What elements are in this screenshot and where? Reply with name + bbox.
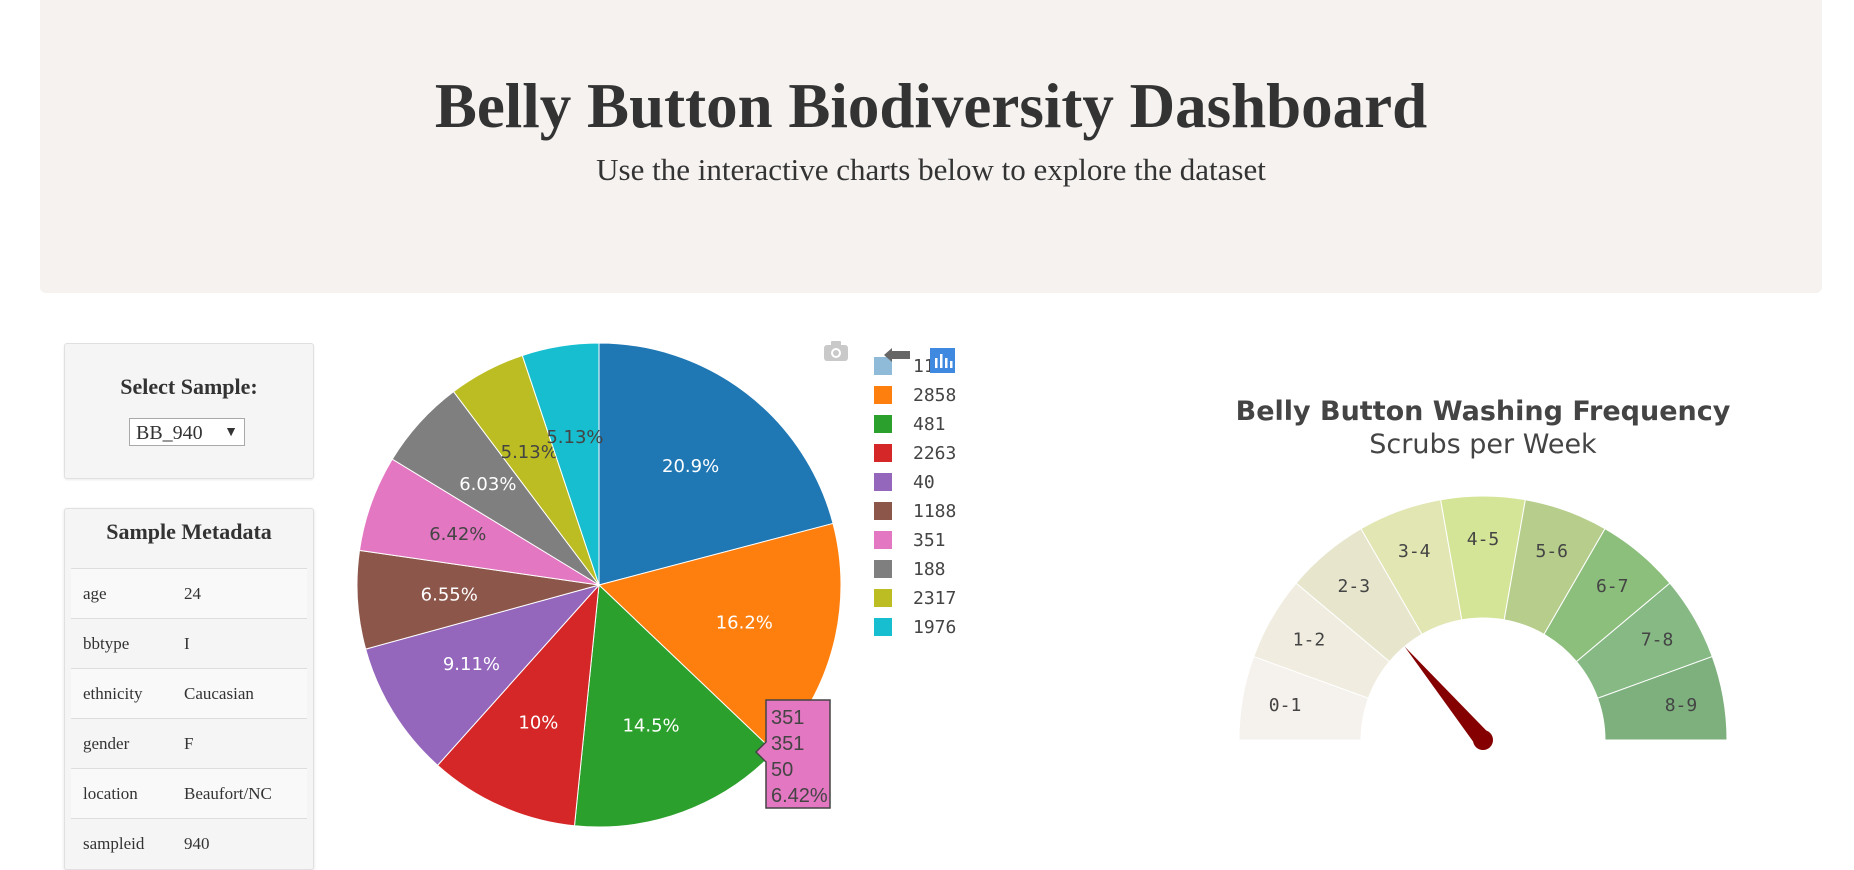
select-sample-label: Select Sample: (120, 374, 258, 399)
plotly-logo-icon[interactable] (930, 348, 955, 373)
legend-label[interactable]: 40 (913, 472, 935, 493)
gauge-label: 6-7 (1596, 576, 1629, 597)
gauge-label: 2-3 (1338, 576, 1371, 597)
legend-swatch[interactable] (874, 589, 892, 607)
gauge-label: 4-5 (1467, 529, 1500, 550)
sample-selector-panel: Select Sample: BB_940 ▼ (64, 343, 314, 479)
legend-swatch[interactable] (874, 560, 892, 578)
page-subtitle: Use the interactive charts below to expl… (596, 152, 1266, 187)
metadata-value: 940 (184, 834, 210, 853)
tooltip-line: 6.42% (771, 785, 828, 807)
legend-swatch[interactable] (874, 444, 892, 462)
gauge-needle (1404, 646, 1490, 746)
legend-label[interactable]: 2317 (913, 588, 956, 609)
metadata-key: bbtype (83, 634, 130, 653)
pie-chart[interactable]: 20.9% 16.2% 14.5% 10% 9.11% 6.55% 6.42% 6.03% 5.… (356, 342, 842, 828)
metadata-row: location Beaufort/NC (71, 768, 307, 819)
metadata-title: Sample Metadata (106, 519, 272, 544)
legend-swatch[interactable] (874, 357, 892, 375)
pie-slice-label: 6.03% (459, 474, 516, 495)
metadata-key: location (83, 784, 138, 803)
legend-swatch[interactable] (874, 386, 892, 404)
gauge-label: 7-8 (1641, 630, 1674, 651)
legend-label[interactable]: 481 (913, 414, 946, 435)
tooltip-line: 351 (771, 707, 804, 729)
gauge-label: 8-9 (1665, 695, 1698, 716)
legend-label[interactable]: 2263 (913, 443, 956, 464)
pie-hover-tooltip: 351 351 50 6.42% (754, 699, 831, 809)
pie-slice-label: 16.2% (716, 612, 773, 633)
pie-slice-40[interactable] (365, 584, 601, 767)
gauge-label: 5-6 (1535, 541, 1568, 562)
legend-label[interactable]: 11 (913, 356, 935, 377)
metadata-value: 24 (184, 584, 201, 603)
sample-select-value: BB_940 (136, 422, 203, 444)
gauge-segment-8-9 (1596, 655, 1728, 741)
legend-swatch[interactable] (874, 502, 892, 520)
pie-slice-1167[interactable] (598, 342, 834, 586)
gauge-label: 1-2 (1293, 630, 1326, 651)
pan-icon[interactable] (884, 348, 910, 362)
legend-label[interactable]: 1188 (913, 501, 956, 522)
pie-slice-label: 10% (518, 712, 558, 733)
sample-select[interactable]: BB_940 ▼ (129, 418, 245, 446)
metadata-key: gender (83, 734, 130, 753)
legend-label[interactable]: 351 (913, 530, 946, 551)
gauge-label: 0-1 (1269, 695, 1302, 716)
metadata-row: gender F (71, 718, 307, 769)
metadata-key: sampleid (83, 834, 145, 853)
pie-slice-label: 9.11% (443, 654, 500, 675)
metadata-key: ethnicity (83, 684, 143, 703)
tooltip-line: 50 (771, 759, 793, 781)
legend-label[interactable]: 2858 (913, 385, 956, 406)
gauge-label: 3-4 (1398, 541, 1431, 562)
metadata-value: Caucasian (184, 684, 254, 703)
tooltip-line: 351 (771, 733, 804, 755)
gauge-title: Belly Button Washing Frequency (1236, 396, 1731, 427)
page-title: Belly Button Biodiversity Dashboard (434, 71, 1428, 141)
metadata-row: age 24 (71, 568, 307, 619)
gauge-subtitle: Scrubs per Week (1369, 429, 1597, 460)
metadata-value: F (184, 734, 194, 753)
gauge-needle-hub (1473, 730, 1493, 750)
legend-label[interactable]: 1976 (913, 617, 956, 638)
pie-slice-label: 6.55% (421, 584, 478, 605)
metadata-value: I (184, 634, 190, 653)
pie-slice-2263[interactable] (436, 583, 600, 827)
metadata-value: Beaufort/NC (184, 784, 272, 803)
chevron-down-icon: ▼ (224, 425, 238, 440)
legend-swatch[interactable] (874, 531, 892, 549)
pie-legend[interactable]: 11 2858 481 2263 40 1188 351 188 2317 1976 (874, 356, 956, 638)
legend-swatch[interactable] (874, 415, 892, 433)
legend-swatch[interactable] (874, 473, 892, 491)
pie-slice-label: 14.5% (622, 716, 679, 737)
pie-slice-481[interactable] (573, 583, 775, 828)
pie-slice-label: 6.42% (429, 524, 486, 545)
legend-label[interactable]: 188 (913, 559, 946, 580)
metadata-key: age (83, 584, 107, 603)
sample-metadata-panel: Sample Metadata age 24 bbtype I ethnicit… (64, 508, 314, 870)
header-banner: Belly Button Biodiversity Dashboard Use … (40, 0, 1822, 293)
tooltip-box (754, 699, 831, 809)
metadata-row: bbtype I (71, 618, 307, 669)
modebar[interactable] (824, 341, 955, 373)
camera-icon[interactable] (824, 341, 848, 361)
legend-swatch[interactable] (874, 618, 892, 636)
pie-slice-label: 5.13% (501, 442, 558, 463)
pie-slice-1976[interactable] (521, 342, 600, 586)
metadata-row: ethnicity Caucasian (71, 668, 307, 719)
metadata-row: sampleid 940 (71, 818, 307, 869)
pie-slice-label: 20.9% (662, 456, 719, 477)
pie-slice-label: 5.13% (546, 427, 603, 448)
